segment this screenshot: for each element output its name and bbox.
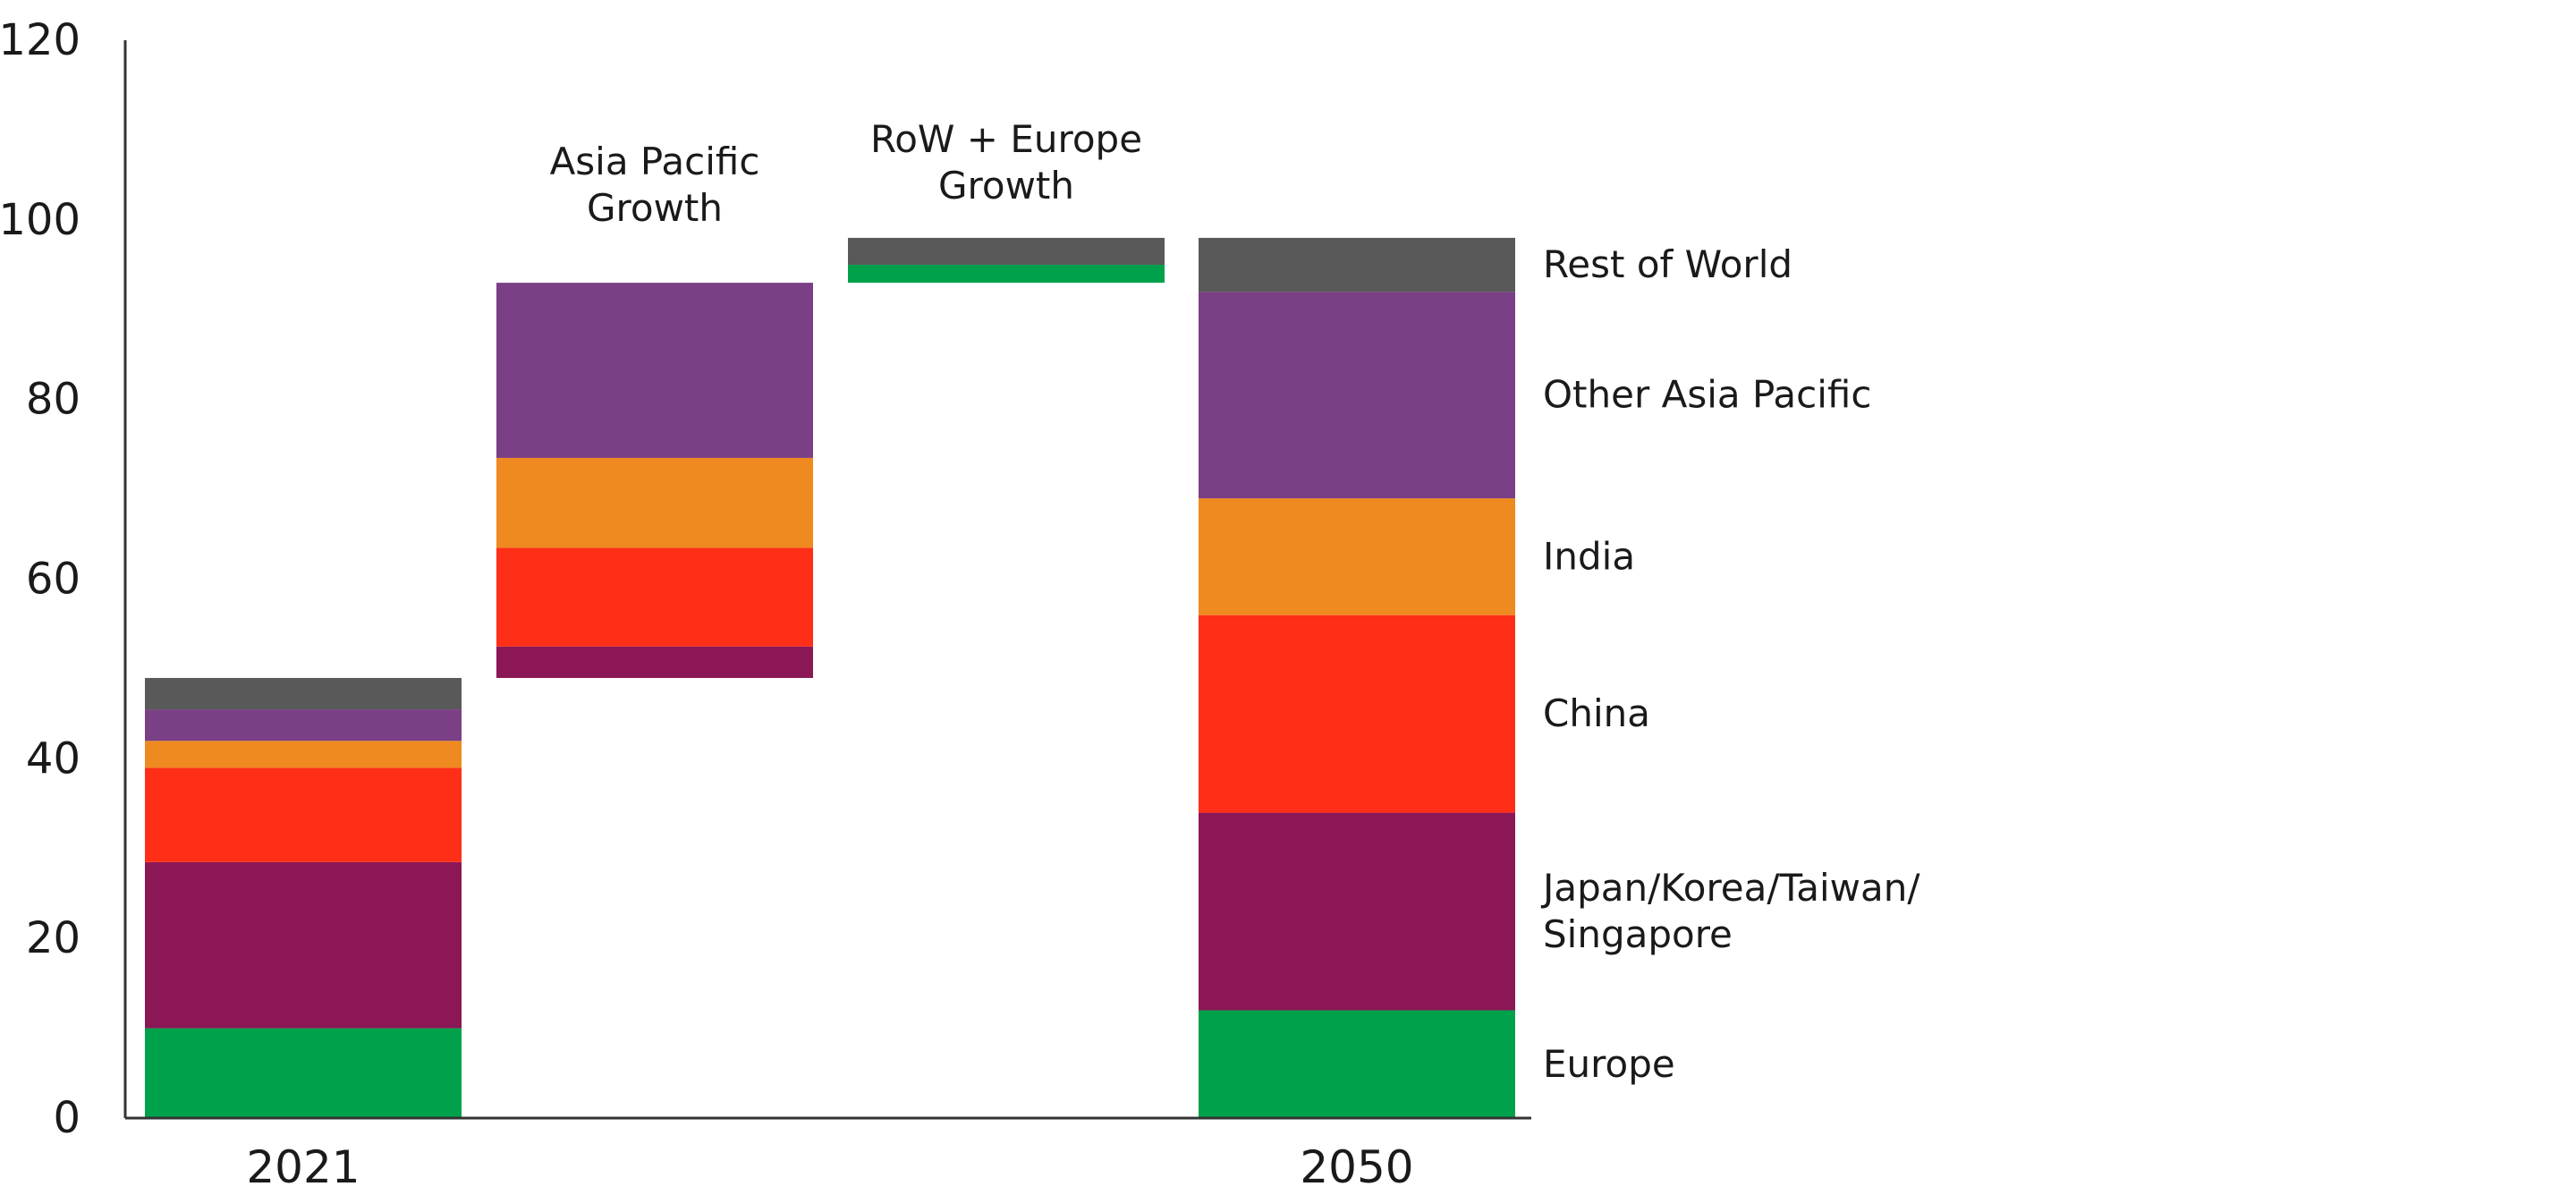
bar-segment-japan-korea-taiwan-singapore-3 [1199,812,1515,1011]
bar-segment-china-3 [1199,614,1515,813]
series-label-india: India [1543,534,1635,578]
x-category-label-2021: 2021 [246,1141,360,1193]
bar-segment-europe-3 [1199,1010,1515,1118]
x-category-label-2050: 2050 [1300,1141,1413,1193]
y-tick-label-100: 100 [0,195,80,245]
bar-segment-india-0 [145,741,462,768]
series-label-china: China [1543,691,1650,735]
y-tick-label-80: 80 [26,375,80,425]
bar-segment-other-asia-pacific-1 [496,283,813,458]
bar-segment-europe-2 [848,265,1165,284]
bar-segment-rest-of-world-2 [848,237,1165,266]
bar-segment-china-1 [496,547,813,647]
y-tick-label-20: 20 [26,913,80,963]
x-category-labels: 2021 2050 [246,1141,1413,1193]
annotation-row-europe-growth: RoW + Europe Growth [870,117,1142,208]
y-tick-label-0: 0 [53,1093,80,1143]
bar-segment-india-1 [496,457,813,548]
bar-segment-rest-of-world-3 [1199,237,1515,292]
y-tick-label-120: 120 [0,15,80,65]
y-tick-label-40: 40 [26,733,80,784]
y-tick-labels: 0 20 40 60 80 100 120 [0,15,80,1143]
y-tick-label-60: 60 [26,555,80,605]
bar-segment-rest-of-world-0 [145,677,462,710]
annotation-asia-pacific-growth: Asia Pacific Growth [550,140,760,230]
series-label-europe: Europe [1543,1042,1675,1086]
bar-segment-china-0 [145,767,462,862]
bar-segment-india-3 [1199,498,1515,615]
series-labels: Europe Japan/Korea/Taiwan/Singapore China I… [1540,242,1920,1086]
bar-annotations: Asia Pacific Growth RoW + Europe Growth [550,117,1142,230]
bar-segment-other-asia-pacific-3 [1199,292,1515,499]
series-label-other-asia-pacific: Other Asia Pacific [1543,373,1871,417]
series-label-rest-of-world: Rest of World [1543,242,1792,286]
series-label-japan-korea-taiwan-singapore: Japan/Korea/Taiwan/Singapore [1540,866,1920,956]
bar-segment-japan-korea-taiwan-singapore-1 [496,646,813,678]
bar-segment-europe-0 [145,1028,462,1118]
bars-layer [145,237,1515,1118]
bar-segment-other-asia-pacific-0 [145,709,462,742]
bar-segment-japan-korea-taiwan-singapore-0 [145,861,462,1029]
